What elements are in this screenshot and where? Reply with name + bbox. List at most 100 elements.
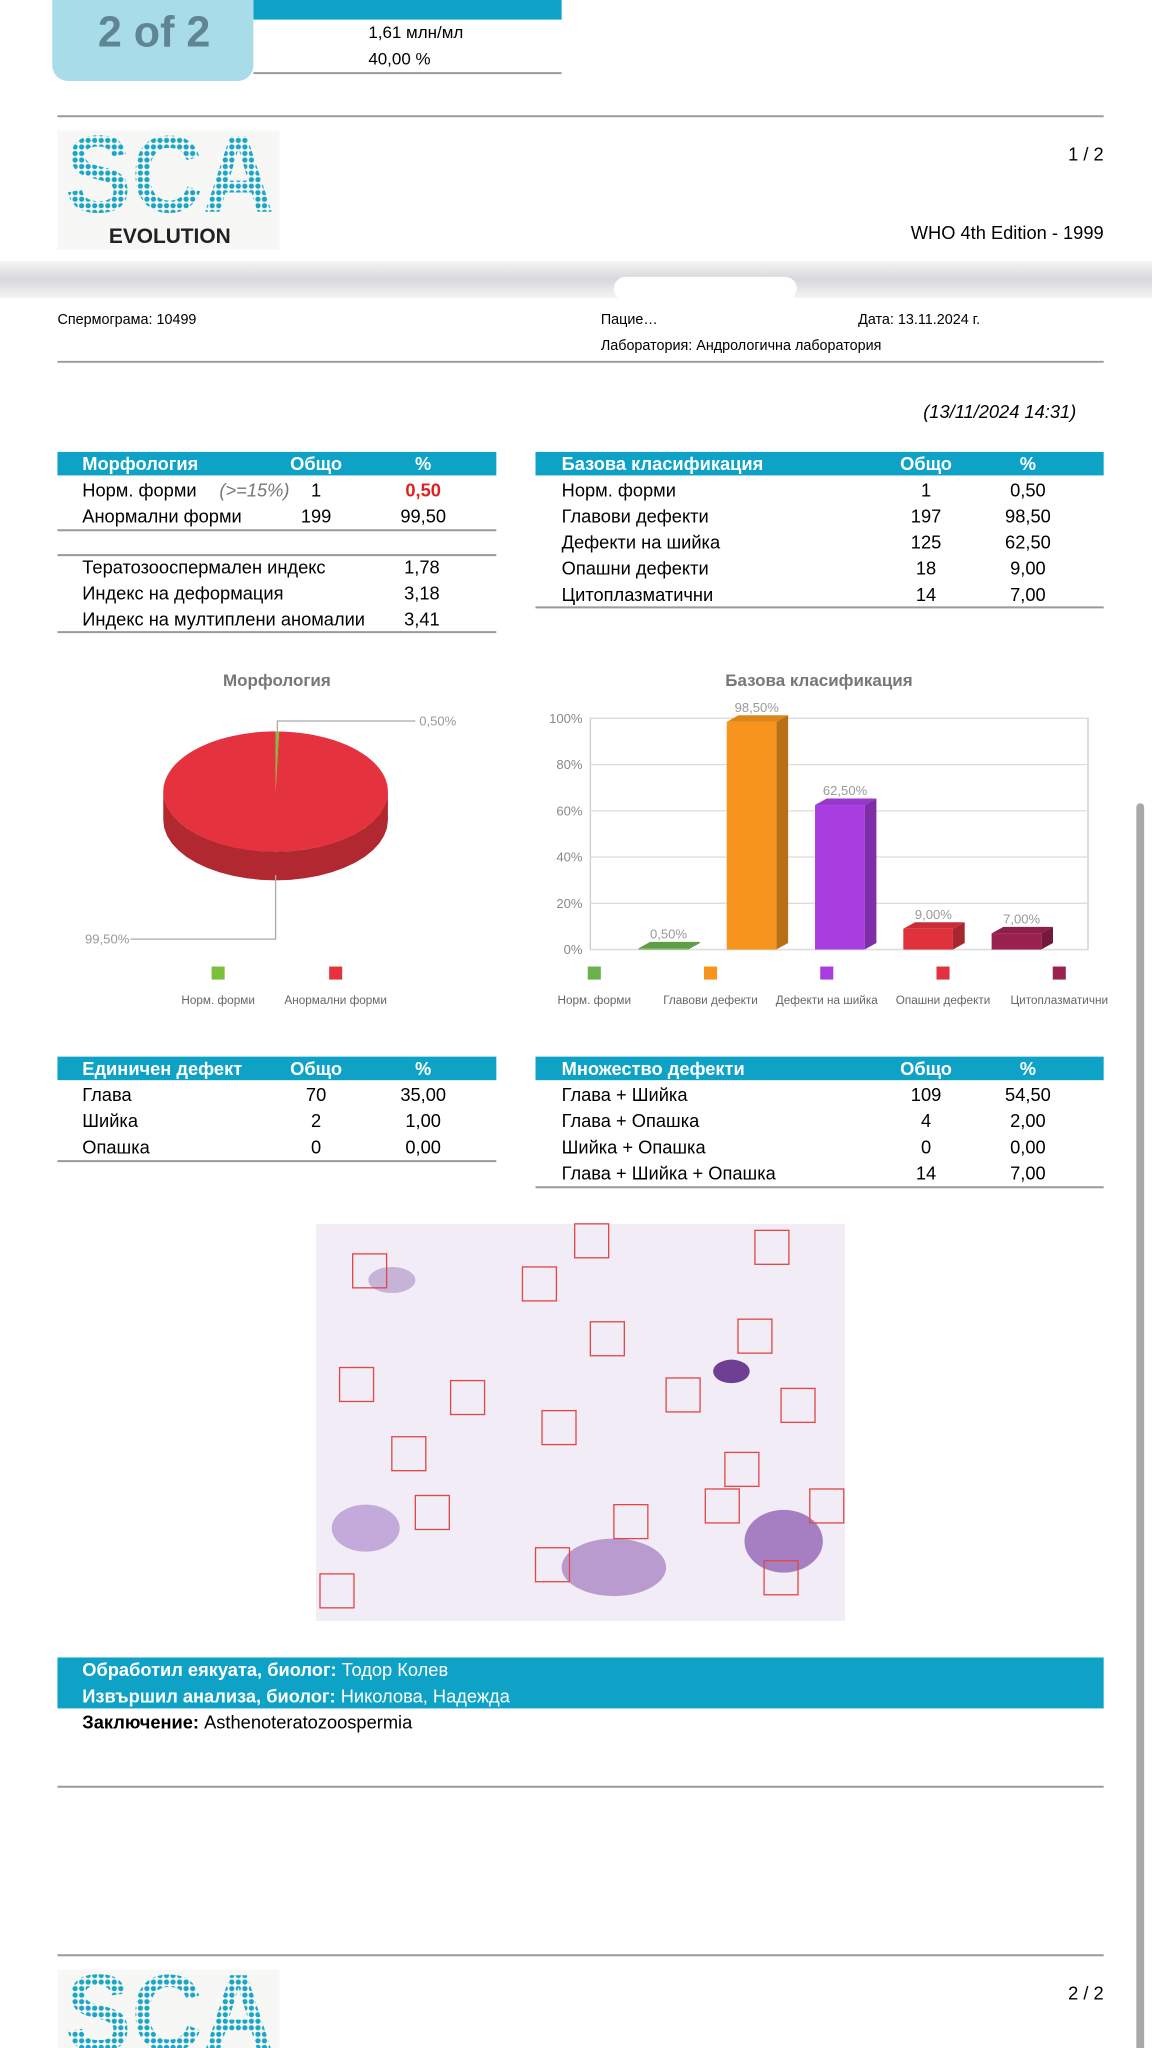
bar-side xyxy=(776,715,789,950)
row-total: 1 xyxy=(311,479,321,500)
row-label: Норм. форми xyxy=(562,479,676,500)
row-total: 2 xyxy=(311,1110,321,1131)
page-indicator: 2 of 2 xyxy=(98,9,211,57)
value: Николова, Надежда xyxy=(341,1685,511,1706)
microscopy-image xyxy=(316,1223,846,1621)
row-label: Шийка + Опашка xyxy=(562,1136,707,1157)
page-gap xyxy=(0,261,1152,298)
row-label: Глава + Шийка + Опашка xyxy=(562,1162,777,1183)
table-header: Морфология xyxy=(82,453,198,474)
legend-swatch xyxy=(1052,966,1066,980)
leader-line xyxy=(130,875,277,940)
processed-by: Обработил еякуата, биолог: Тодор Колев xyxy=(82,1659,448,1680)
data-label: 9,00% xyxy=(915,907,952,922)
row-percent: 0,50 xyxy=(1010,479,1046,500)
bar-side xyxy=(952,922,965,950)
table-header: Единичен дефект xyxy=(82,1058,242,1079)
row-label: Дефекти на шийка xyxy=(562,532,721,553)
index-value: 3,41 xyxy=(404,609,440,630)
scrollbar[interactable] xyxy=(1136,803,1145,2048)
data-label: 98,50% xyxy=(735,700,780,715)
logo: SCA xyxy=(65,114,274,236)
y-tick-label: 20% xyxy=(556,896,583,911)
data-label: 0,50% xyxy=(650,927,687,942)
chart-title: Морфология xyxy=(223,671,331,690)
row-percent: 0,00 xyxy=(1010,1136,1046,1157)
row-percent: 0,00 xyxy=(405,1136,441,1157)
table-header: Общо xyxy=(900,453,952,474)
table-header: Общо xyxy=(290,453,342,474)
legend-label: Норм. форми xyxy=(558,994,632,1007)
bar-top xyxy=(903,922,965,929)
row-total: 125 xyxy=(911,532,941,553)
pie-slice xyxy=(275,731,280,792)
legend-swatch xyxy=(704,966,718,980)
y-tick-label: 100% xyxy=(549,711,583,726)
table-header-band xyxy=(57,451,497,476)
table-cell: 40,00 % xyxy=(368,49,430,68)
legend-label: Дефекти на шийка xyxy=(776,994,878,1007)
index-label: Индекс на мултиплени аномалии xyxy=(82,609,365,630)
row-total: 70 xyxy=(306,1084,326,1105)
leader-line xyxy=(276,720,416,732)
table-header: Базова класификация xyxy=(562,453,764,474)
bar xyxy=(991,933,1042,950)
row-label: Глава + Опашка xyxy=(562,1110,700,1131)
row-note: (>=15%) xyxy=(219,479,289,500)
table-header: Общо xyxy=(900,1058,952,1079)
data-label: 0,50% xyxy=(419,713,456,728)
data-label: 7,00% xyxy=(1003,912,1040,927)
date: Дата: 13.11.2024 г. xyxy=(858,312,980,328)
row-percent: 9,00 xyxy=(1010,558,1046,579)
row-label: Главови дефекти xyxy=(562,505,709,526)
table-header-band xyxy=(57,1056,497,1081)
page-number: 1 / 2 xyxy=(1068,144,1104,165)
table-cell: 1,61 млн/мл xyxy=(368,23,463,42)
row-total: 197 xyxy=(911,505,941,526)
legend-label: Анормални форми xyxy=(284,994,387,1007)
footer-band xyxy=(57,1657,1104,1709)
row-total: 199 xyxy=(301,505,331,526)
patient: Пацие… xyxy=(601,312,658,328)
logo-subtitle: EVOLUTION xyxy=(109,225,231,248)
bar-top xyxy=(638,941,700,949)
row-total: 14 xyxy=(916,584,936,605)
label: Извършил анализа, биолог: xyxy=(82,1685,335,1706)
table-header-band xyxy=(535,1056,1104,1081)
row-label: Опашка xyxy=(82,1136,150,1157)
legend-swatch xyxy=(936,966,950,980)
table-header: % xyxy=(1020,453,1036,474)
chart-title: Базова класификация xyxy=(725,671,912,690)
row-total: 4 xyxy=(921,1110,931,1131)
table-header-band xyxy=(535,451,1104,476)
bar-side xyxy=(864,798,877,950)
edition: WHO 4th Edition - 1999 xyxy=(911,222,1104,243)
bar xyxy=(726,721,777,950)
row-total: 0 xyxy=(921,1136,931,1157)
index-value: 3,18 xyxy=(404,582,440,603)
logo-box xyxy=(57,130,280,250)
index-value: 1,78 xyxy=(404,556,440,577)
logo: SCA xyxy=(65,1953,274,2048)
y-tick-label: 0% xyxy=(564,942,583,957)
legend-label: Главови дефекти xyxy=(663,994,758,1007)
value: Тодор Колев xyxy=(342,1659,448,1680)
pie-slice xyxy=(163,731,388,852)
page-indicator-badge xyxy=(52,0,254,81)
legend-label: Опашни дефекти xyxy=(896,994,991,1007)
row-percent: 2,00 xyxy=(1010,1110,1046,1131)
table-header-band xyxy=(253,0,562,20)
row-percent: 62,50 xyxy=(1005,532,1051,553)
bar-top xyxy=(726,715,789,722)
row-label: Анормални форми xyxy=(82,505,241,526)
row-total: 1 xyxy=(921,479,931,500)
bar xyxy=(903,928,953,950)
laboratory: Лаборатория: Андрологична лаборатория xyxy=(601,338,882,354)
row-percent: 1,00 xyxy=(405,1110,441,1131)
row-total: 18 xyxy=(916,558,936,579)
index-label: Тератозооспермален индекс xyxy=(82,556,325,577)
bar-top xyxy=(815,798,877,806)
bar xyxy=(815,805,865,950)
legend-label: Норм. форми xyxy=(181,994,255,1007)
